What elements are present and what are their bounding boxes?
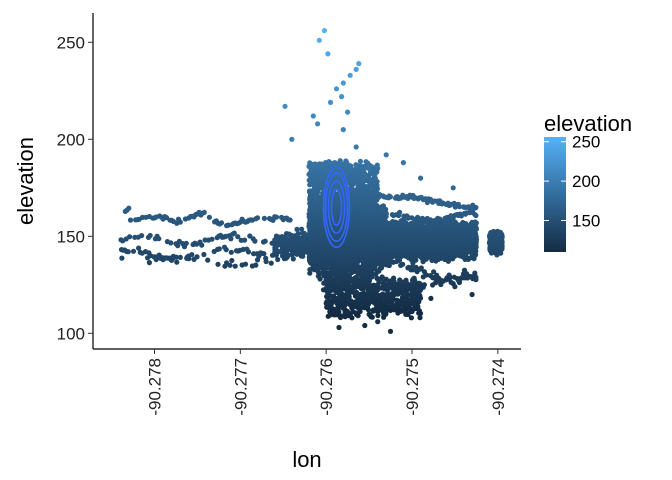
data-point xyxy=(375,312,381,319)
data-point xyxy=(361,291,367,297)
data-point xyxy=(232,263,238,269)
data-point xyxy=(406,264,412,270)
data-point xyxy=(384,291,390,297)
data-point xyxy=(118,237,124,243)
data-point xyxy=(375,319,381,325)
data-point xyxy=(137,249,143,255)
data-point xyxy=(290,256,296,262)
data-point xyxy=(201,251,207,258)
data-point xyxy=(403,277,409,283)
data-point xyxy=(221,244,228,250)
data-point xyxy=(421,282,427,288)
data-point xyxy=(215,261,221,267)
data-point xyxy=(130,248,137,254)
data-point xyxy=(400,261,406,267)
data-point xyxy=(174,259,180,265)
data-point xyxy=(244,246,250,252)
data-point xyxy=(366,311,372,317)
data-point xyxy=(413,264,419,270)
data-point xyxy=(183,240,189,246)
data-point xyxy=(434,272,440,278)
data-point xyxy=(209,236,215,242)
data-point xyxy=(431,269,437,275)
data-point xyxy=(228,249,234,255)
data-point xyxy=(379,274,385,280)
data-point xyxy=(331,293,337,299)
data-point xyxy=(275,256,281,263)
data-point xyxy=(428,295,434,301)
data-point xyxy=(362,322,368,329)
data-point xyxy=(268,260,274,266)
data-point xyxy=(224,260,230,266)
data-point xyxy=(408,315,414,321)
data-point xyxy=(202,237,208,243)
data-point xyxy=(326,298,333,304)
data-point xyxy=(393,302,399,308)
data-point xyxy=(177,254,183,260)
data-point xyxy=(417,315,423,321)
data-point xyxy=(216,246,222,252)
data-point xyxy=(469,291,475,298)
data-point xyxy=(421,269,427,275)
data-point xyxy=(176,238,182,244)
data-point xyxy=(472,270,478,276)
data-point xyxy=(370,282,376,288)
data-point xyxy=(279,234,285,240)
data-point xyxy=(387,328,394,334)
data-point xyxy=(156,252,162,258)
data-point xyxy=(257,250,264,256)
data-point xyxy=(388,303,394,310)
data-point xyxy=(164,239,170,245)
data-point xyxy=(427,273,434,279)
data-point xyxy=(461,267,468,273)
data-point xyxy=(451,274,457,280)
data-point xyxy=(146,260,152,266)
data-point xyxy=(197,239,203,245)
data-point xyxy=(263,255,269,261)
data-point xyxy=(205,257,211,263)
data-point xyxy=(142,249,149,255)
data-point xyxy=(154,233,160,239)
data-point xyxy=(119,255,125,261)
data-point xyxy=(194,254,200,260)
data-point xyxy=(411,275,417,281)
data-point xyxy=(253,262,259,268)
data-point xyxy=(229,257,235,264)
data-point xyxy=(418,265,424,271)
data-points xyxy=(118,28,505,334)
data-point xyxy=(336,324,342,331)
data-point xyxy=(189,252,195,258)
data-point xyxy=(416,280,422,286)
data-point xyxy=(397,277,403,283)
data-point xyxy=(242,261,249,267)
data-point xyxy=(383,276,389,282)
data-point xyxy=(192,240,198,246)
data-point xyxy=(353,289,360,295)
data-point xyxy=(251,251,257,257)
data-point xyxy=(127,234,133,240)
data-point xyxy=(391,275,397,281)
data-point xyxy=(374,275,380,281)
data-point xyxy=(242,237,248,243)
data-point xyxy=(170,253,176,259)
data-point xyxy=(380,291,386,297)
data-point xyxy=(118,247,125,253)
data-point xyxy=(136,245,142,251)
data-point xyxy=(307,267,313,273)
data-point xyxy=(262,238,268,244)
data-point xyxy=(446,272,452,278)
